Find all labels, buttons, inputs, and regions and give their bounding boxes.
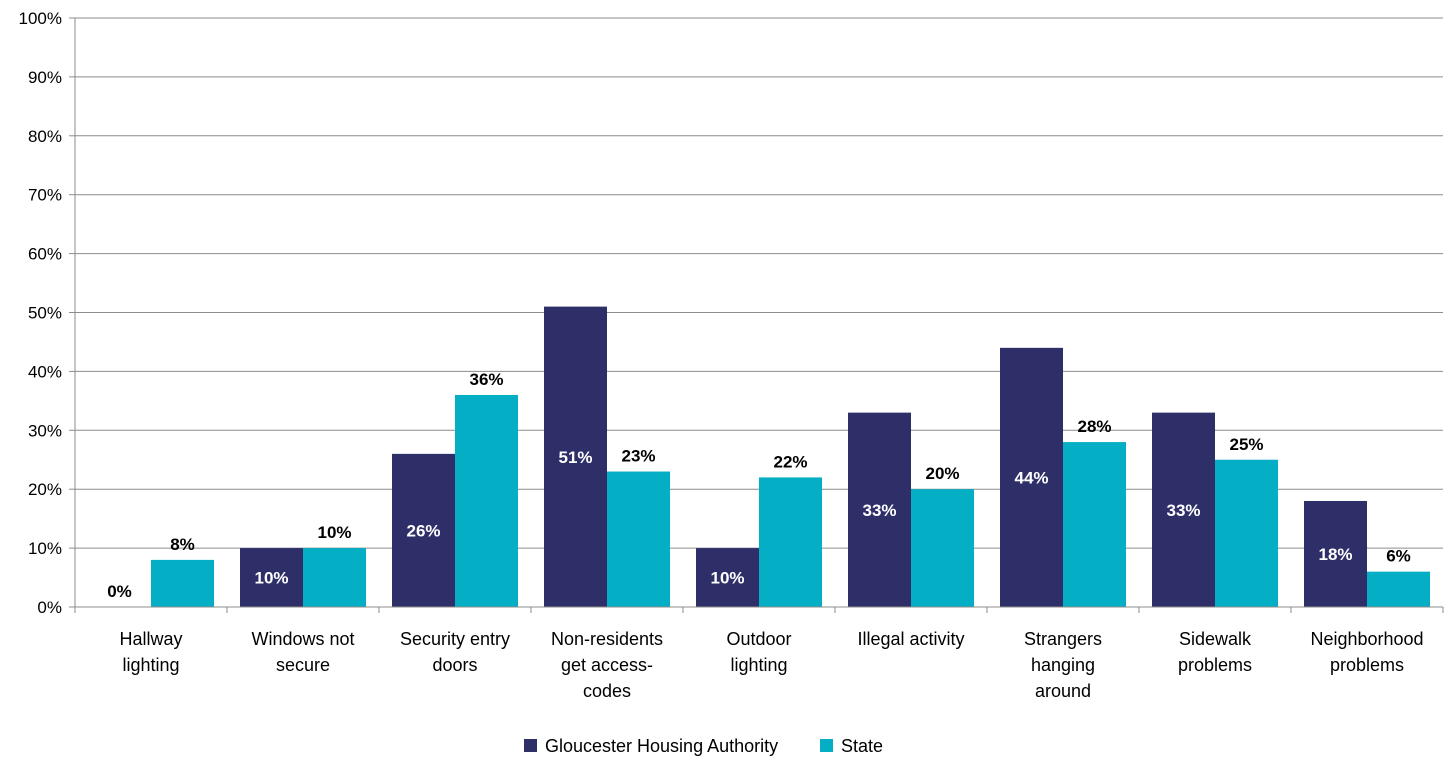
data-label: 44%	[1014, 468, 1048, 487]
data-label: 26%	[406, 521, 440, 540]
data-label: 10%	[710, 569, 744, 588]
bar-gha	[544, 306, 607, 607]
y-axis: 0% 10% 20% 30% 40% 50% 60% 70% 80% 90% 100%	[19, 9, 76, 617]
y-tick-label: 20%	[28, 480, 62, 499]
bar-state	[303, 548, 366, 607]
x-category-label: Hallway lighting	[119, 629, 182, 675]
data-label: 18%	[1318, 545, 1352, 564]
y-tick-label: 90%	[28, 68, 62, 87]
data-label: 0%	[107, 582, 132, 601]
data-label: 20%	[925, 464, 959, 483]
bar-state	[151, 559, 214, 607]
x-axis: Hallway lighting Windows not secure Security…	[74, 606, 1444, 701]
data-label: 28%	[1077, 417, 1111, 436]
x-category-label: Illegal activity	[857, 629, 964, 649]
x-category-label: Non-residents get access-codes	[551, 629, 663, 701]
bar-gha	[848, 412, 911, 607]
x-category-label: Outdoor lighting	[726, 629, 791, 675]
bar-gha	[1000, 347, 1063, 607]
x-category-label: Strangers hanging around	[1024, 629, 1102, 701]
x-category-label: Neighborhood problems	[1310, 629, 1423, 675]
legend-swatch	[524, 739, 537, 752]
data-label: 6%	[1386, 547, 1411, 566]
bar-gha	[240, 548, 303, 607]
bar-gha	[696, 548, 759, 607]
data-label: 10%	[317, 523, 351, 542]
y-tick-label: 60%	[28, 245, 62, 264]
bar-state	[455, 394, 518, 607]
x-category-label: Windows not secure	[251, 629, 354, 675]
bar-gha	[392, 453, 455, 607]
legend-label: Gloucester Housing Authority	[545, 736, 778, 756]
x-category-label: Security entry doors	[400, 629, 510, 675]
x-category-label: Sidewalk problems	[1178, 629, 1252, 675]
legend-swatch	[820, 739, 833, 752]
legend: Gloucester Housing Authority State	[524, 736, 883, 756]
bar-state	[1063, 442, 1126, 607]
bar-gha	[1152, 412, 1215, 607]
y-tick-label: 40%	[28, 362, 62, 381]
data-labels: 0% 10% 26% 51% 10% 33% 44% 33% 18% 8% 10% 36% 23% 22%…	[107, 370, 1411, 601]
data-label: 33%	[862, 501, 896, 520]
gridlines	[75, 17, 1443, 549]
bars	[151, 306, 1430, 607]
y-tick-label: 80%	[28, 127, 62, 146]
y-tick-label: 10%	[28, 539, 62, 558]
y-tick-label: 100%	[19, 9, 62, 28]
bar-state	[759, 477, 822, 607]
y-tick-label: 0%	[37, 598, 62, 617]
y-tick-label: 50%	[28, 304, 62, 323]
bar-state	[607, 471, 670, 607]
y-tick-label: 70%	[28, 186, 62, 205]
data-label: 10%	[254, 569, 288, 588]
data-label: 33%	[1166, 501, 1200, 520]
data-label: 8%	[170, 535, 195, 554]
legend-label: State	[841, 736, 883, 756]
bar-state	[911, 489, 974, 607]
bar-gha	[1304, 500, 1367, 607]
data-label: 36%	[469, 370, 503, 389]
y-tick-label: 30%	[28, 421, 62, 440]
bar-state	[1215, 459, 1278, 607]
data-label: 25%	[1229, 435, 1263, 454]
data-label: 23%	[621, 447, 655, 466]
data-label: 22%	[773, 452, 807, 471]
bar-state	[1367, 571, 1430, 607]
data-label: 51%	[558, 448, 592, 467]
